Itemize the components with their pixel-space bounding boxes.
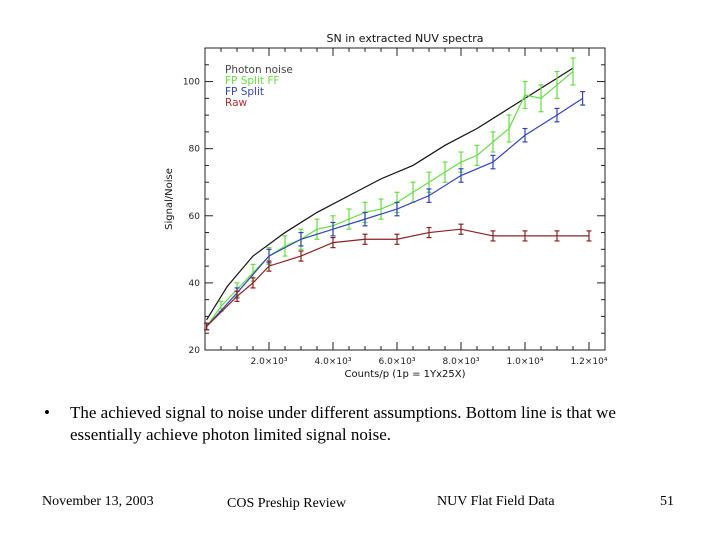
x-tick-label: 1.0×10⁴ (507, 357, 544, 367)
plot-frame (204, 47, 606, 351)
error-bar (490, 230, 496, 242)
error-bar (458, 223, 464, 235)
footer-date: November 13, 2003 (42, 494, 154, 509)
error-bar (538, 84, 544, 113)
x-tick-label: 4.0×10³ (315, 357, 352, 367)
y-tick-label: 20 (189, 346, 201, 356)
y-tick-label: 40 (189, 279, 201, 289)
error-bar (474, 144, 480, 167)
legend-entry: FP Split (225, 86, 264, 98)
error-bar (570, 57, 576, 86)
error-bar (204, 322, 210, 331)
error-bar (378, 198, 384, 220)
error-bar (298, 231, 304, 247)
x-tick-label: 2.0×10³ (251, 357, 288, 367)
error-bar (234, 290, 240, 302)
x-tick-label: 6.0×10³ (379, 357, 416, 367)
error-bar (490, 154, 496, 170)
error-bar (426, 188, 432, 203)
error-bar (410, 181, 416, 203)
chart-title: SN in extracted NUV spectra (327, 32, 484, 45)
bullet-icon: • (44, 403, 50, 422)
error-bar (394, 201, 400, 217)
footer-page-number: 51 (660, 494, 674, 509)
bullet-text: The achieved signal to noise under diffe… (70, 403, 616, 444)
series-2 (204, 91, 586, 331)
error-bar (586, 230, 592, 242)
series-0 (206, 67, 574, 321)
series-line (206, 71, 574, 327)
y-tick-label: 80 (189, 145, 201, 155)
error-bar (330, 221, 336, 237)
error-bar (522, 230, 528, 242)
error-bar (314, 218, 320, 240)
error-bar (554, 107, 560, 123)
error-bar (250, 277, 256, 289)
x-axis-label: Counts/p (1p = 1Yx25X) (344, 369, 465, 380)
error-bar (506, 114, 512, 143)
x-tick-label: 8.0×10³ (443, 357, 480, 367)
sn-chart: SN in extracted NUV spectra 2.0×10³ 4.0×10… (150, 20, 630, 385)
y-tick-label: 60 (189, 212, 201, 222)
error-bar (580, 91, 586, 106)
footer-right: NUV Flat Field Data (437, 494, 555, 509)
series-1 (204, 57, 576, 331)
error-bar (362, 211, 368, 227)
error-bar (394, 233, 400, 245)
y-axis-label: Signal/Noise (164, 168, 175, 230)
error-bar (522, 80, 528, 110)
chart-svg: SN in extracted NUV spectra 2.0×10³ 4.0×10… (164, 32, 608, 380)
footer-center: COS Preship Review (227, 496, 346, 511)
series-line (206, 67, 574, 321)
error-bar (362, 233, 368, 245)
legend-entry: Raw (225, 97, 247, 109)
error-bar (330, 236, 336, 249)
error-bar (298, 250, 304, 262)
series-line (206, 228, 589, 327)
error-bar (346, 208, 352, 230)
error-bar (426, 226, 432, 239)
error-bar (522, 127, 528, 143)
error-bar (458, 168, 464, 183)
error-bar (554, 70, 560, 99)
error-bar (282, 235, 288, 257)
legend-entry: Photon noise (225, 64, 293, 76)
x-tick-label: 1.2×10⁴ (571, 357, 608, 367)
error-bar (266, 260, 272, 272)
error-bar (442, 161, 448, 183)
series-3 (204, 223, 592, 331)
error-bar (554, 230, 560, 242)
legend-entry: FP Split FF (225, 75, 279, 87)
y-tick-label: 100 (183, 78, 200, 88)
error-bar (490, 131, 496, 153)
